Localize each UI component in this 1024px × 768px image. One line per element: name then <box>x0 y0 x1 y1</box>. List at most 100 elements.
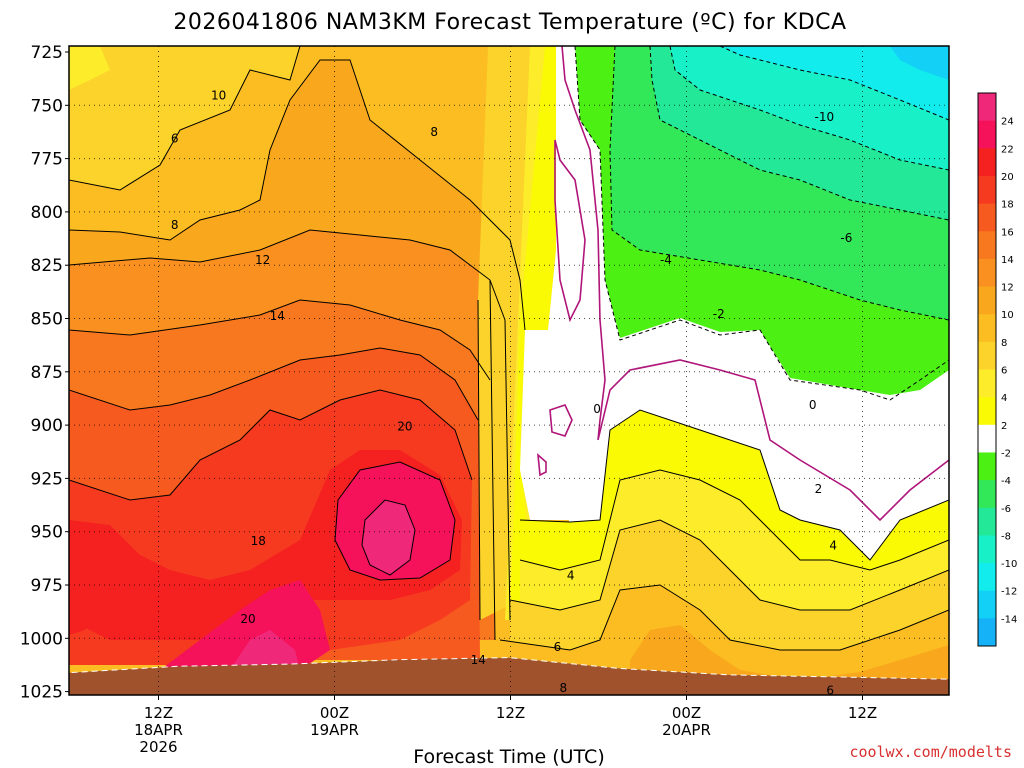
colorbar-swatch <box>978 341 996 370</box>
colorbar-label: 10 <box>1001 310 1014 321</box>
colorbar-swatch <box>978 507 996 536</box>
y-tick-label: 800 <box>31 203 63 223</box>
colorbar-swatch <box>978 618 996 647</box>
band-2-4 <box>510 46 560 620</box>
y-tick-label: 950 <box>31 523 63 543</box>
contour-label: 20 <box>240 612 255 626</box>
contour-label: 14 <box>270 309 285 323</box>
contour-label: 0 <box>809 398 817 412</box>
contour-label: 12 <box>255 253 270 267</box>
band-24-26 <box>362 500 415 575</box>
colorbar-label: 24 <box>1001 117 1014 128</box>
colorbar-swatch <box>978 535 996 564</box>
contour-label: -6 <box>840 231 852 245</box>
plot-frame <box>68 45 950 696</box>
contour-label: -10 <box>815 110 835 124</box>
temperature-field <box>69 46 949 695</box>
contour-line-negative <box>669 46 949 171</box>
contour-line <box>361 499 416 576</box>
colorbar-label: 18 <box>1001 200 1014 211</box>
contour-label: -2 <box>713 307 725 321</box>
colorbar-label: 14 <box>1001 255 1014 266</box>
contour-line-negative <box>719 46 949 121</box>
x-tick-label: 18APR <box>134 721 183 739</box>
colorbar: 24 22 20 18 16 14 12 10 8 6 4 2 -2 -4 -6 -8 -10 -12 -14 <box>977 92 1017 647</box>
colorbar-label: 4 <box>1001 393 1007 404</box>
band-minus14-minus12 <box>890 46 949 80</box>
y-tick-label: 825 <box>31 256 63 276</box>
freezing-line <box>549 404 573 437</box>
x-tick-label: 2026 <box>139 738 177 756</box>
y-tick-label: 1025 <box>20 683 63 703</box>
y-tick-label: 725 <box>31 43 63 63</box>
colorbar-swatch <box>978 369 996 398</box>
credit-text: coolwx.com/modelts <box>849 743 1012 761</box>
contour-line <box>519 409 949 561</box>
terrain <box>69 657 949 695</box>
contour-line-negative <box>609 46 949 321</box>
colorbar-label: 8 <box>1001 338 1007 349</box>
colorbar-label: -4 <box>1001 476 1011 487</box>
y-tick-label: 750 <box>31 96 63 116</box>
contour-line <box>69 347 479 421</box>
band-24-26 <box>230 630 300 670</box>
x-axis-title: Forecast Time (UTC) <box>413 746 604 768</box>
contour-label: 8 <box>559 681 567 695</box>
colorbar-swatch <box>978 258 996 288</box>
y-tick-label: 875 <box>31 363 63 383</box>
contour-line <box>509 519 949 611</box>
colorbar-swatch <box>978 314 996 343</box>
colorbar-swatch <box>978 93 996 122</box>
colorbar-swatch <box>978 590 996 619</box>
colorbar-swatch <box>978 452 996 481</box>
colorbar-swatch <box>978 397 996 426</box>
y-tick-label: 850 <box>31 310 63 330</box>
contour-label: 18 <box>251 534 266 548</box>
contour-label: 6 <box>171 132 179 146</box>
contour-label: 2 <box>815 482 823 496</box>
contour-label: 4 <box>567 569 575 583</box>
contour-label: 4 <box>829 538 837 552</box>
contour-line <box>69 59 526 331</box>
colorbar-label: 20 <box>1001 172 1014 183</box>
contour-label: -4 <box>660 253 672 267</box>
colorbar-swatch <box>978 424 996 453</box>
contour-line <box>69 299 491 381</box>
contour-line <box>69 229 506 321</box>
colorbar-label: 12 <box>1001 283 1014 294</box>
freezing-line <box>561 46 949 522</box>
colorbar-swatch <box>978 148 996 177</box>
band-6-8 <box>69 46 300 190</box>
contour-label: 6 <box>826 683 834 697</box>
colorbar-label: 2 <box>1001 421 1007 432</box>
x-tick-label: 20APR <box>662 721 711 739</box>
freezing-line <box>554 139 586 323</box>
colorbar-label: -12 <box>1001 587 1017 598</box>
contour-label: 20 <box>397 419 412 433</box>
x-tick-label: 12Z <box>496 704 525 722</box>
contour-label: 6 <box>554 640 562 654</box>
contour-line <box>334 461 456 581</box>
colorbar-label: -6 <box>1001 504 1011 515</box>
band-20-22 <box>69 560 98 635</box>
colorbar-label: -10 <box>1001 559 1017 570</box>
colorbar-label: -14 <box>1001 614 1017 625</box>
contour-line <box>69 389 473 501</box>
colorbar-label: 6 <box>1001 366 1007 377</box>
colorbar-frame <box>977 92 997 647</box>
contour-label: 10 <box>211 88 226 102</box>
band-4-6 <box>69 46 110 90</box>
colorbar-swatch <box>978 231 996 260</box>
y-axis: 725 750 775 800 825 850 875 900 925 950 975 1000 102… <box>20 43 69 703</box>
colorbar-label: 16 <box>1001 227 1014 238</box>
colorbar-swatch <box>978 203 996 232</box>
freezing-line <box>537 453 547 477</box>
contour-label: 8 <box>430 125 438 139</box>
colorbar-swatch <box>978 480 996 509</box>
contour-label: 8 <box>171 218 179 232</box>
colorbar-swatch <box>978 175 996 205</box>
band-minus12-minus10 <box>720 46 949 120</box>
band-minus2-2 <box>520 46 949 560</box>
y-tick-label: 900 <box>31 416 63 436</box>
